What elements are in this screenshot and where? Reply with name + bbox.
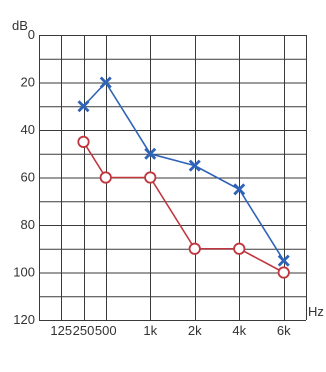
- data-point-circle: [188, 242, 201, 255]
- y-tick-label: 120: [13, 312, 35, 327]
- y-tick-label: 80: [21, 217, 35, 232]
- series-circle: [77, 135, 290, 279]
- x-tick-label: 2k: [188, 323, 202, 338]
- data-point-circle: [144, 171, 157, 184]
- data-point-cross: [233, 183, 246, 196]
- y-axis-unit-label: dB: [12, 18, 28, 33]
- x-tick-label: 250: [73, 323, 95, 338]
- data-point-circle: [99, 171, 112, 184]
- data-point-cross: [188, 159, 201, 172]
- data-point-cross: [144, 147, 157, 160]
- series-line: [82, 141, 285, 274]
- series-cross: [77, 76, 290, 267]
- data-point-cross: [99, 76, 112, 89]
- y-tick-label: 40: [21, 122, 35, 137]
- x-tick-label: 125: [50, 323, 72, 338]
- data-point-cross: [277, 254, 290, 267]
- x-tick-label: 1k: [143, 323, 157, 338]
- series: [77, 76, 290, 279]
- x-tick-label: 500: [95, 323, 117, 338]
- data-point-circle: [77, 135, 90, 148]
- y-tick-label: 100: [13, 265, 35, 280]
- tick-labels: 0 20 40 60 80 100 120 125 250 500 1k 2k 4k 6k: [13, 27, 291, 338]
- y-tick-label: 20: [21, 75, 35, 90]
- x-tick-label: 4k: [232, 323, 246, 338]
- grid: [39, 35, 307, 321]
- y-tick-label: 60: [21, 170, 35, 185]
- x-tick-label: 6k: [277, 323, 291, 338]
- x-axis-unit-label: Hz: [308, 304, 324, 319]
- data-point-cross: [77, 100, 90, 113]
- series-line: [82, 81, 285, 262]
- y-tick-label: 0: [28, 27, 35, 42]
- data-point-circle: [233, 242, 246, 255]
- data-point-circle: [277, 266, 290, 279]
